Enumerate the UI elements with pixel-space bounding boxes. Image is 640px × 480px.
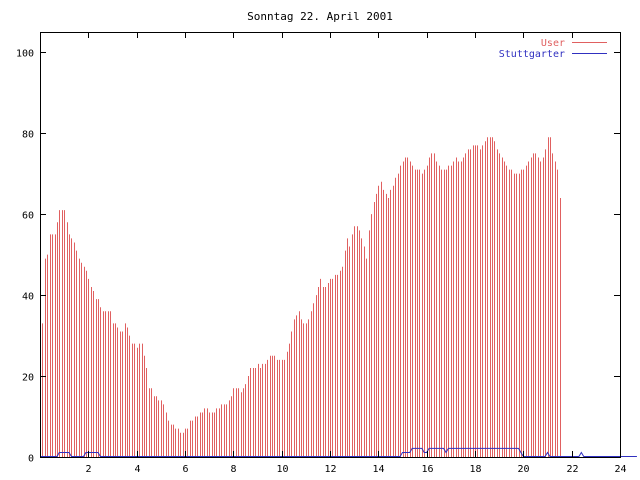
y-tick-label: 0 bbox=[28, 454, 34, 465]
y-tick-label: 80 bbox=[22, 130, 34, 141]
x-tick-label: 22 bbox=[566, 464, 578, 475]
y-tick-label: 100 bbox=[16, 49, 34, 60]
x-tick-label: 16 bbox=[421, 464, 433, 475]
user-impulses bbox=[40, 137, 561, 457]
chart-title: Sonntag 22. April 2001 bbox=[247, 10, 393, 23]
y-tick-label: 40 bbox=[22, 292, 34, 303]
y-tick-label: 60 bbox=[22, 211, 34, 222]
stuttgarter-line bbox=[40, 447, 637, 457]
legend-label-user: User bbox=[541, 38, 565, 49]
legend-label-stuttgarter: Stuttgarter bbox=[499, 49, 565, 60]
x-axis: 2 4 6 8 10 12 14 16 18 20 22 24 bbox=[85, 32, 627, 475]
x-tick-label: 14 bbox=[372, 464, 384, 475]
x-tick-label: 10 bbox=[276, 464, 288, 475]
x-tick-label: 6 bbox=[182, 464, 188, 475]
x-tick-label: 20 bbox=[517, 464, 529, 475]
x-tick-label: 12 bbox=[324, 464, 336, 475]
y-axis: 0 20 40 60 80 100 bbox=[16, 49, 620, 465]
x-tick-label: 8 bbox=[230, 464, 236, 475]
x-tick-label: 18 bbox=[469, 464, 481, 475]
x-tick-label: 4 bbox=[134, 464, 140, 475]
y-tick-label: 20 bbox=[22, 373, 34, 384]
x-tick-label: 24 bbox=[614, 464, 626, 475]
x-tick-label: 2 bbox=[85, 464, 91, 475]
legend: User Stuttgarter bbox=[499, 38, 607, 60]
